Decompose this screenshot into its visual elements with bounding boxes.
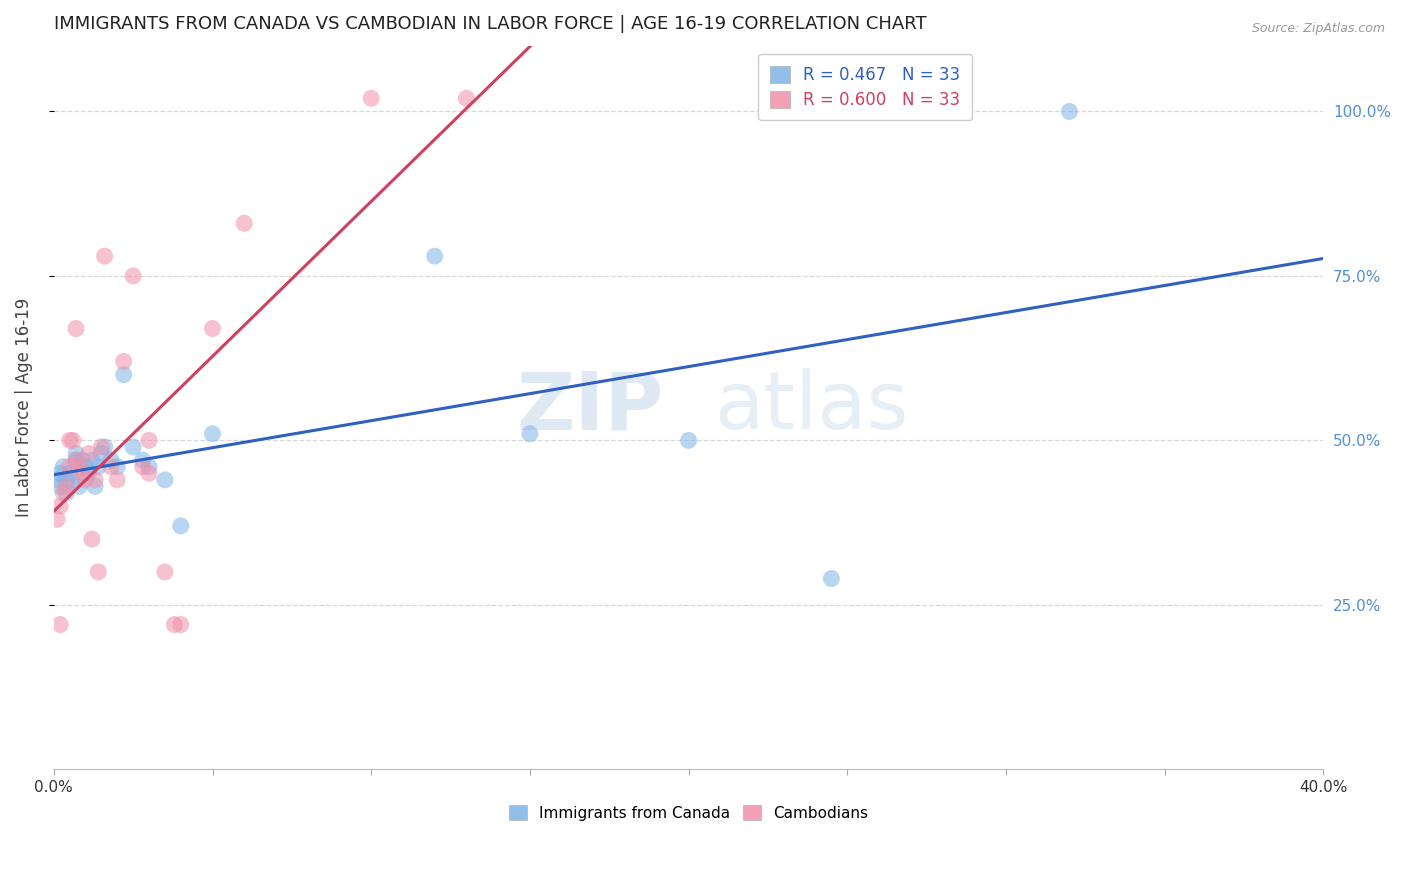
- Text: atlas: atlas: [714, 368, 908, 447]
- Point: [93, 440, 115, 454]
- Point: [100, 459, 122, 474]
- Point: [49, 499, 72, 513]
- Point: [105, 473, 128, 487]
- Point: [67, 479, 90, 493]
- Point: [105, 459, 128, 474]
- Point: [67, 459, 90, 474]
- Point: [55, 473, 77, 487]
- Point: [138, 434, 160, 448]
- Point: [84, 479, 107, 493]
- Point: [1059, 104, 1081, 119]
- Point: [80, 532, 103, 546]
- Point: [87, 565, 110, 579]
- Text: ZIP: ZIP: [516, 368, 664, 447]
- Point: [72, 467, 94, 481]
- Point: [519, 426, 541, 441]
- Point: [456, 91, 478, 105]
- Point: [163, 617, 186, 632]
- Point: [131, 459, 153, 474]
- Legend: Immigrants from Canada, Cambodians: Immigrants from Canada, Cambodians: [503, 798, 875, 827]
- Point: [77, 467, 100, 481]
- Point: [65, 321, 87, 335]
- Text: Source: ZipAtlas.com: Source: ZipAtlas.com: [1251, 22, 1385, 36]
- Point: [46, 473, 69, 487]
- Point: [201, 321, 224, 335]
- Point: [93, 249, 115, 263]
- Point: [100, 453, 122, 467]
- Point: [52, 459, 75, 474]
- Point: [49, 617, 72, 632]
- Point: [153, 565, 176, 579]
- Y-axis label: In Labor Force | Age 16-19: In Labor Force | Age 16-19: [15, 298, 32, 517]
- Point: [75, 473, 97, 487]
- Point: [62, 434, 84, 448]
- Point: [77, 446, 100, 460]
- Point: [122, 268, 145, 283]
- Point: [59, 467, 82, 481]
- Point: [112, 368, 135, 382]
- Point: [170, 519, 193, 533]
- Point: [233, 216, 256, 230]
- Point: [80, 453, 103, 467]
- Point: [84, 473, 107, 487]
- Point: [90, 440, 112, 454]
- Point: [65, 453, 87, 467]
- Point: [75, 459, 97, 474]
- Point: [423, 249, 446, 263]
- Point: [201, 426, 224, 441]
- Point: [55, 486, 77, 500]
- Point: [59, 459, 82, 474]
- Point: [131, 453, 153, 467]
- Point: [52, 486, 75, 500]
- Point: [65, 446, 87, 460]
- Point: [170, 617, 193, 632]
- Point: [59, 434, 82, 448]
- Point: [87, 459, 110, 474]
- Point: [49, 479, 72, 493]
- Point: [678, 434, 700, 448]
- Text: IMMIGRANTS FROM CANADA VS CAMBODIAN IN LABOR FORCE | AGE 16-19 CORRELATION CHART: IMMIGRANTS FROM CANADA VS CAMBODIAN IN L…: [53, 15, 927, 33]
- Point: [138, 467, 160, 481]
- Point: [49, 467, 72, 481]
- Point: [112, 354, 135, 368]
- Point: [122, 440, 145, 454]
- Point: [65, 453, 87, 467]
- Point: [90, 446, 112, 460]
- Point: [138, 459, 160, 474]
- Point: [72, 453, 94, 467]
- Point: [360, 91, 382, 105]
- Point: [62, 473, 84, 487]
- Point: [46, 512, 69, 526]
- Point: [55, 479, 77, 493]
- Point: [820, 572, 842, 586]
- Point: [153, 473, 176, 487]
